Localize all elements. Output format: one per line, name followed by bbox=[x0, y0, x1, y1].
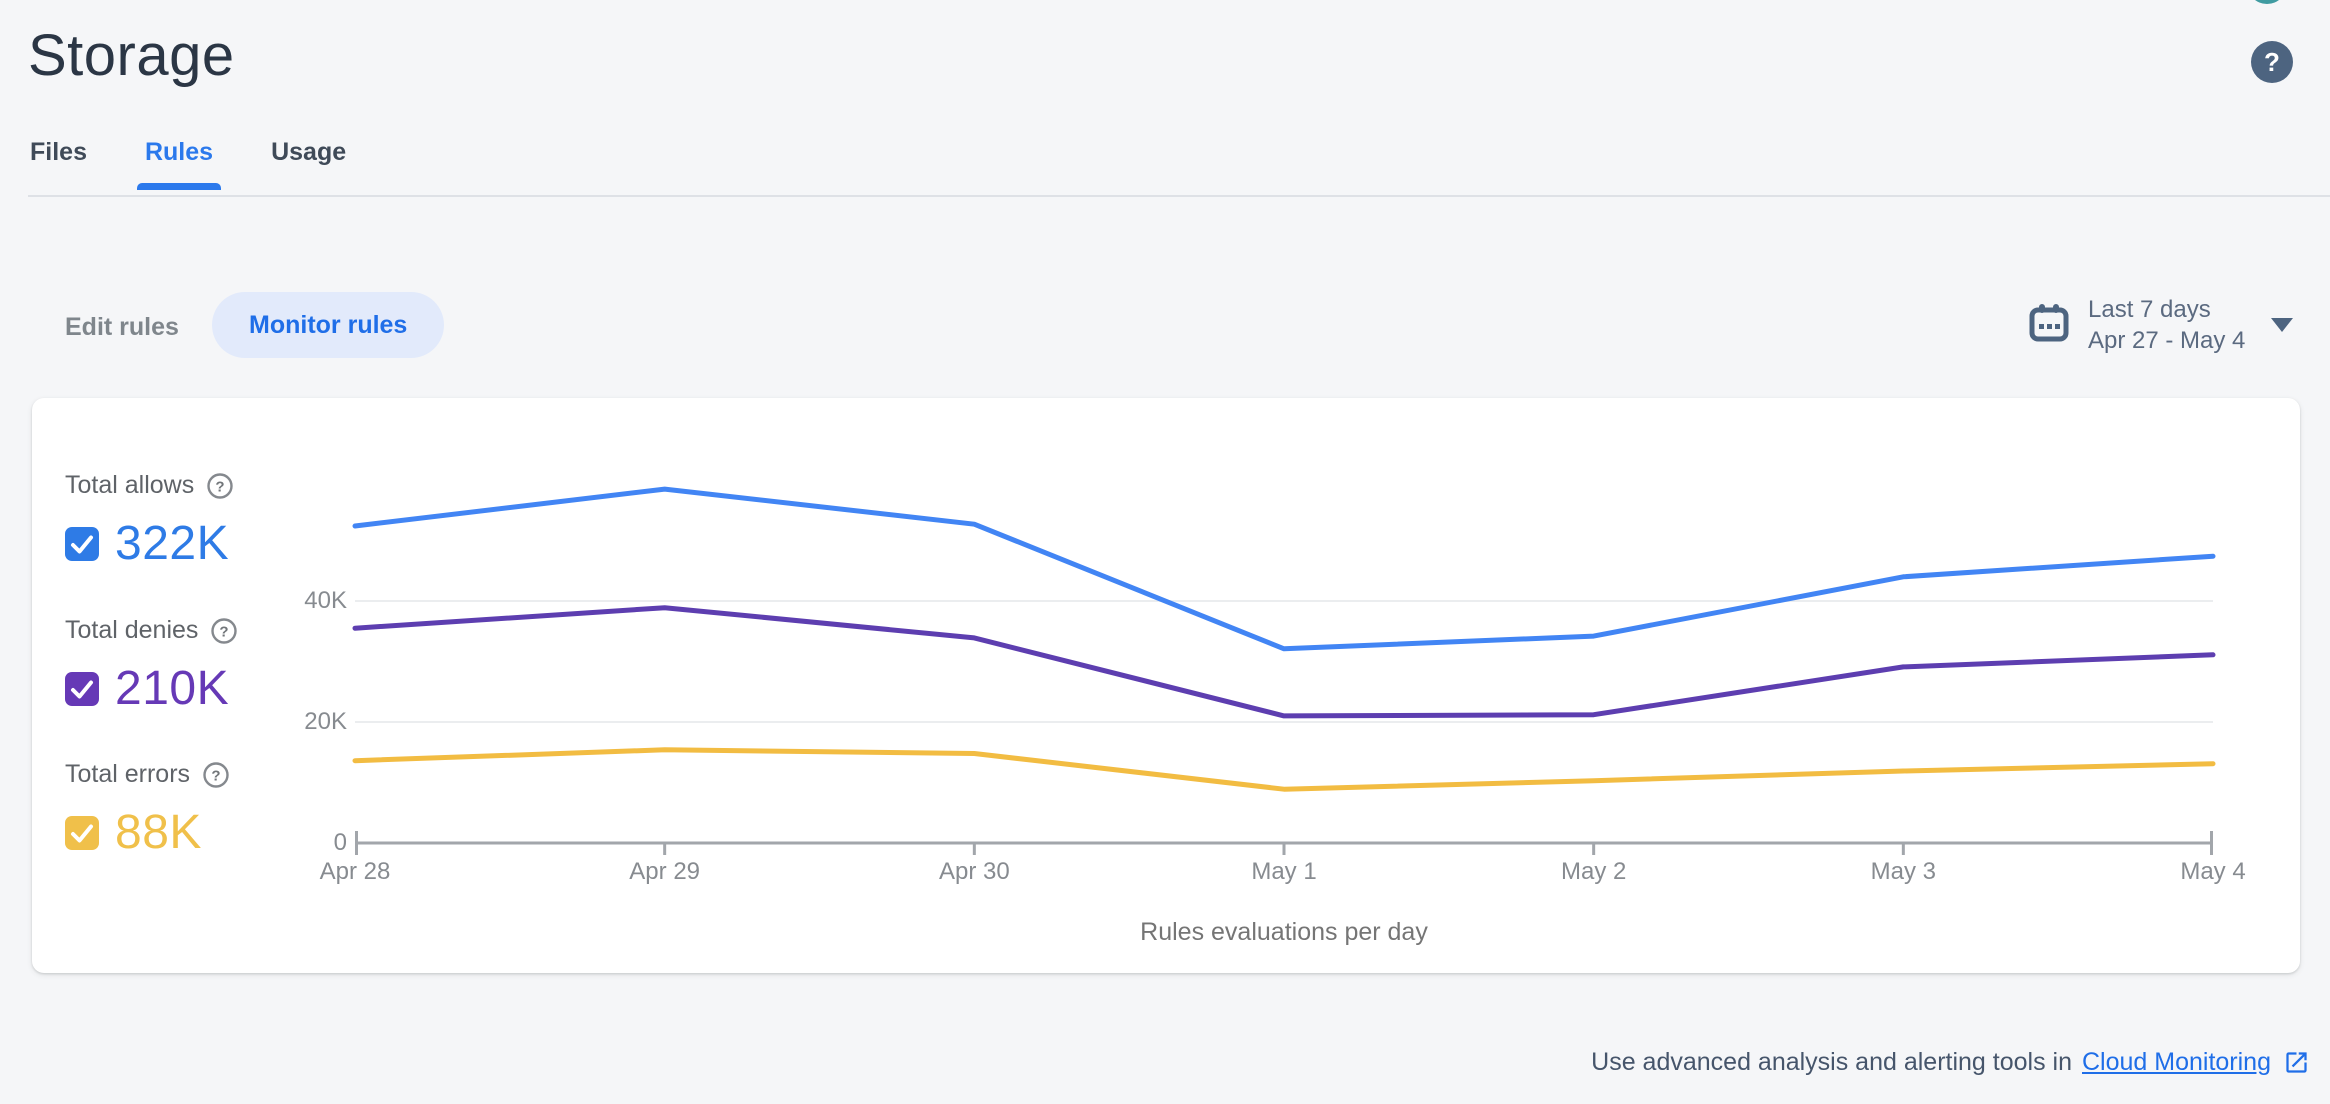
avatar[interactable] bbox=[2247, 0, 2287, 4]
total-allows-checkbox[interactable] bbox=[65, 526, 99, 561]
chart-title: Rules evaluations per day bbox=[1140, 918, 1428, 946]
help-icon[interactable]: ? bbox=[202, 761, 230, 789]
svg-text:?: ? bbox=[2264, 47, 2280, 77]
tab-rules-label: Rules bbox=[144, 138, 214, 166]
total-denies-value: 210K bbox=[115, 662, 230, 715]
date-preset: Last 7 days bbox=[2088, 296, 2211, 323]
stat-total-errors-label: Total errors bbox=[65, 760, 191, 788]
x-axis-labels: Apr 28 Apr 29 Apr 30 May 1 May 2 May 3 May 4 bbox=[320, 858, 2246, 890]
page-title: Storage bbox=[28, 23, 235, 88]
chart-axis bbox=[355, 831, 2213, 855]
chart-svg bbox=[352, 486, 2216, 855]
y-tick-label: 40K bbox=[304, 587, 347, 614]
svg-text:?: ? bbox=[211, 767, 220, 784]
check-icon bbox=[71, 535, 93, 553]
x-tick-label: Apr 30 bbox=[938, 858, 1010, 885]
stat-total-allows-label: Total allows bbox=[65, 471, 195, 499]
active-tab-indicator bbox=[136, 183, 222, 190]
check-icon bbox=[71, 824, 93, 842]
y-tick-label: 0 bbox=[333, 829, 347, 856]
y-tick-label: 20K bbox=[304, 708, 347, 735]
stat-total-denies-label: Total denies bbox=[65, 616, 199, 644]
monitor-rules-button[interactable]: Monitor rules bbox=[212, 292, 445, 358]
total-allows-value: 322K bbox=[115, 517, 230, 570]
total-denies-checkbox[interactable] bbox=[65, 671, 99, 706]
stat-total-errors: Total errors ? 88K bbox=[65, 760, 345, 860]
stat-total-allows: Total allows ? 322K bbox=[65, 471, 345, 571]
stat-total-denies: Total denies ? 210K bbox=[65, 616, 345, 716]
divider bbox=[28, 195, 2330, 197]
x-tick-label: May 2 bbox=[1560, 858, 1627, 885]
monitoring-footer: Use advanced analysis and alerting tools… bbox=[1591, 1048, 2310, 1077]
x-tick-label: Apr 29 bbox=[629, 858, 701, 885]
date-range-picker[interactable]: Last 7 days Apr 27 - May 4 bbox=[2028, 294, 2294, 356]
tab-rules[interactable]: Rules bbox=[136, 138, 222, 190]
y-axis-labels: 0 20K 40K bbox=[32, 455, 347, 856]
check-icon bbox=[71, 680, 93, 698]
footer-text: Use advanced analysis and alerting tools… bbox=[1591, 1048, 2072, 1076]
x-tick-label: May 1 bbox=[1251, 858, 1317, 885]
help-icon[interactable]: ? bbox=[206, 472, 234, 500]
calendar-icon bbox=[2028, 302, 2070, 349]
tab-bar: Files Rules Usage bbox=[22, 138, 354, 190]
tab-files-label: Files bbox=[30, 138, 87, 166]
open-in-new-icon[interactable] bbox=[2283, 1049, 2310, 1076]
x-tick-label: May 3 bbox=[1870, 858, 1937, 885]
chart-gridlines bbox=[355, 600, 2213, 723]
svg-text:?: ? bbox=[220, 623, 229, 640]
rules-evaluations-card: Total allows ? 322K Total d bbox=[32, 398, 2300, 973]
total-errors-checkbox[interactable] bbox=[65, 815, 99, 850]
x-tick-label: Apr 28 bbox=[319, 858, 391, 885]
tab-files[interactable]: Files bbox=[22, 138, 95, 190]
help-icon[interactable]: ? bbox=[2250, 40, 2294, 84]
total-errors-value: 88K bbox=[115, 806, 202, 859]
chart-series-lines bbox=[352, 486, 2216, 792]
x-tick-label: May 4 bbox=[2180, 858, 2246, 885]
tab-usage-label: Usage bbox=[271, 138, 347, 166]
tab-usage[interactable]: Usage bbox=[263, 138, 354, 190]
caret-down-icon bbox=[2271, 318, 2294, 332]
svg-text:?: ? bbox=[216, 478, 225, 495]
cloud-monitoring-link[interactable]: Cloud Monitoring bbox=[2082, 1048, 2271, 1076]
help-icon[interactable]: ? bbox=[210, 617, 238, 645]
date-range-text: Last 7 days Apr 27 - May 4 bbox=[2088, 294, 2245, 356]
edit-rules-button[interactable]: Edit rules bbox=[65, 313, 179, 341]
date-range-value: Apr 27 - May 4 bbox=[2088, 327, 2246, 354]
